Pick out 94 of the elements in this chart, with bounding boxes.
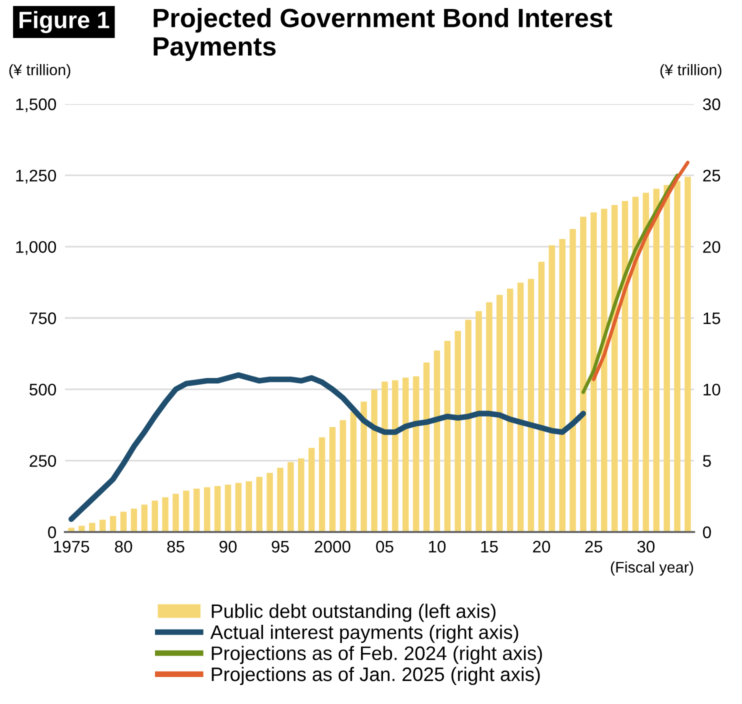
bar bbox=[423, 362, 430, 532]
y2-tick-label: 5 bbox=[703, 455, 711, 467]
bar bbox=[454, 330, 461, 532]
bar bbox=[110, 516, 116, 532]
bar bbox=[183, 490, 190, 532]
bar bbox=[89, 522, 96, 532]
bar bbox=[570, 228, 576, 532]
bar bbox=[653, 188, 660, 532]
bar bbox=[298, 458, 304, 532]
legend-label: Projections as of Feb. 2024 (right axis) bbox=[212, 646, 542, 664]
y2-tick-label: 30 bbox=[702, 98, 720, 110]
y-tick-label: 750 bbox=[30, 312, 56, 324]
y2-tick-label: 10 bbox=[704, 384, 720, 396]
bar bbox=[476, 311, 482, 532]
bar bbox=[632, 196, 639, 532]
legend-label: Actual interest payments (right axis) bbox=[210, 624, 518, 643]
bar bbox=[266, 472, 273, 532]
bar bbox=[528, 278, 534, 532]
bar bbox=[402, 378, 409, 532]
line-series bbox=[582, 174, 680, 394]
chart-title: Projected Government Bond Interest Payments bbox=[154, 8, 612, 62]
bar bbox=[382, 382, 388, 532]
bar bbox=[590, 212, 597, 532]
bar bbox=[506, 288, 514, 532]
y2-tick-label: 25 bbox=[703, 170, 720, 182]
bar bbox=[318, 437, 326, 532]
bar bbox=[162, 497, 168, 532]
x-tick-label: 2000 bbox=[314, 540, 350, 553]
y2-tick-label: 15 bbox=[704, 312, 720, 324]
bar bbox=[684, 176, 691, 532]
bar bbox=[340, 420, 346, 532]
bar bbox=[412, 376, 420, 532]
bar bbox=[256, 476, 262, 532]
bar bbox=[371, 390, 378, 532]
bar bbox=[392, 380, 398, 532]
bar bbox=[204, 487, 210, 532]
bar bbox=[486, 302, 492, 532]
y-tick-label: 0 bbox=[48, 526, 56, 538]
bar bbox=[642, 192, 650, 532]
x-tick-label: 05 bbox=[376, 540, 394, 553]
bar bbox=[559, 238, 566, 532]
y-tick-label: 1,000 bbox=[16, 241, 56, 255]
y-tick-label: 1,250 bbox=[16, 170, 56, 184]
bar bbox=[214, 486, 221, 532]
y2-tick-label: 20 bbox=[703, 241, 720, 253]
bar bbox=[308, 448, 315, 532]
x-tick-label: 1975 bbox=[54, 540, 90, 553]
bar bbox=[548, 245, 556, 532]
bar bbox=[496, 294, 503, 532]
x-tick-label: 20 bbox=[533, 540, 550, 553]
y-tick-label: 1,500 bbox=[16, 98, 56, 112]
bar bbox=[120, 512, 127, 532]
bar bbox=[517, 282, 524, 532]
bar bbox=[224, 484, 232, 532]
x-tick-label: 15 bbox=[481, 540, 498, 553]
bar bbox=[141, 504, 148, 532]
bar bbox=[130, 508, 138, 532]
bar bbox=[78, 526, 85, 532]
caption: Figure 1 bbox=[20, 11, 110, 34]
x-tick-label: 90 bbox=[220, 540, 237, 553]
bar bbox=[664, 185, 670, 532]
bar bbox=[246, 481, 252, 532]
bar bbox=[277, 468, 284, 532]
bar bbox=[580, 216, 586, 532]
y2-axis-title: (¥ trillion) bbox=[660, 64, 722, 78]
bar bbox=[99, 520, 106, 532]
bar bbox=[538, 262, 545, 532]
bar bbox=[674, 181, 680, 532]
line-series bbox=[592, 160, 690, 382]
bar bbox=[601, 208, 608, 532]
bar bbox=[288, 462, 294, 532]
bar bbox=[360, 402, 367, 532]
bar bbox=[350, 412, 357, 532]
y-tick-label: 500 bbox=[30, 384, 56, 396]
legend-label: Projections as of Jan. 2025 (right axis) bbox=[212, 666, 540, 686]
y-axis-title: (¥ trillion) bbox=[9, 64, 70, 78]
bar bbox=[194, 488, 200, 532]
x-tick-label: 80 bbox=[114, 540, 132, 553]
x-tick-label: 10 bbox=[428, 540, 446, 553]
bar bbox=[444, 340, 451, 532]
y2-tick-label: 0 bbox=[702, 526, 711, 538]
x-tick-label: 30 bbox=[637, 540, 655, 553]
x-axis-title: (Fiscal year) bbox=[610, 561, 694, 576]
bar bbox=[434, 350, 440, 532]
legend-label: Public debt outstanding (left axis) bbox=[212, 604, 496, 622]
bar bbox=[235, 482, 242, 532]
bar bbox=[465, 320, 472, 532]
bar bbox=[172, 494, 179, 532]
x-tick-label: 25 bbox=[585, 540, 602, 553]
bar bbox=[329, 426, 336, 532]
y-tick-label: 250 bbox=[30, 455, 56, 467]
x-tick-label: 85 bbox=[167, 540, 184, 553]
x-tick-label: 95 bbox=[272, 540, 289, 553]
bar bbox=[152, 500, 158, 532]
